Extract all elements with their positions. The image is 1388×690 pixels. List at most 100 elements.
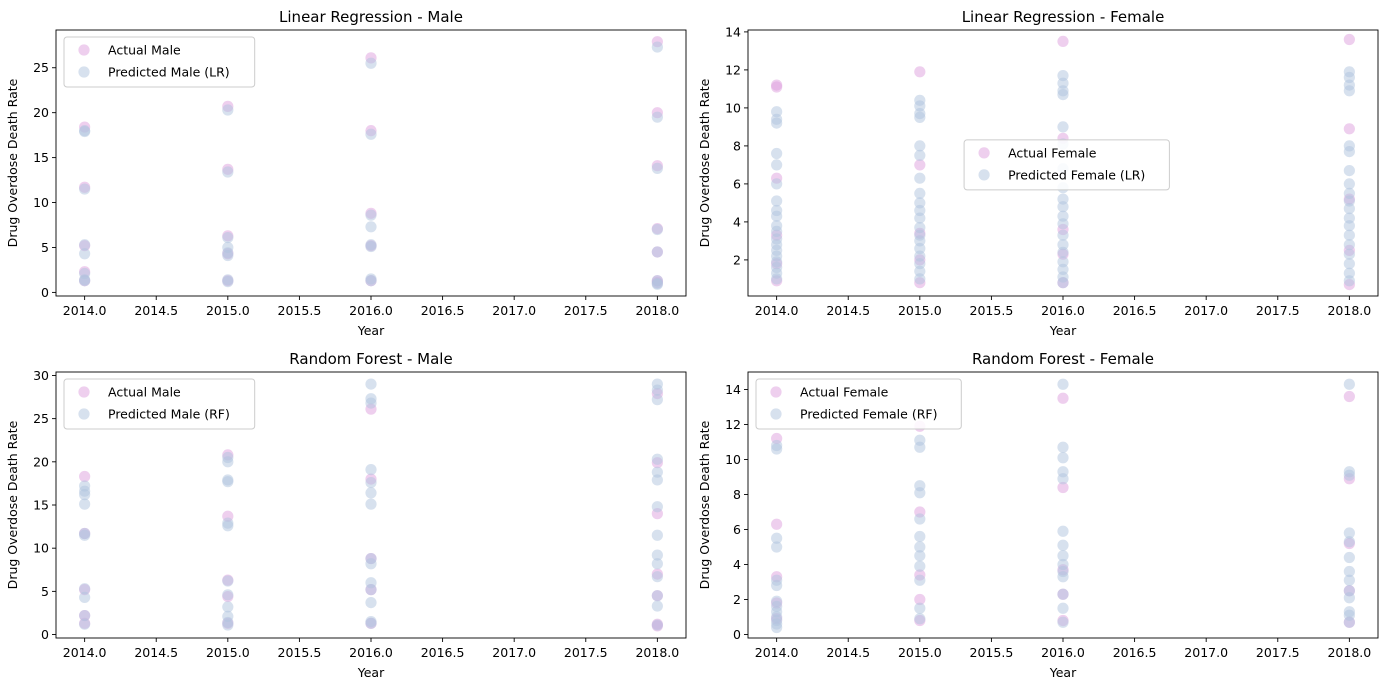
data-point bbox=[79, 275, 91, 287]
chart-title: Linear Regression - Female bbox=[962, 8, 1165, 26]
data-point bbox=[1343, 85, 1355, 97]
series-predicted bbox=[771, 66, 1355, 289]
data-point bbox=[1057, 229, 1069, 241]
data-point bbox=[914, 593, 926, 606]
legend-label: Actual Male bbox=[108, 43, 181, 58]
data-point bbox=[1343, 146, 1355, 158]
x-tick-label: 2018.0 bbox=[1327, 645, 1371, 660]
legend-label: Actual Male bbox=[108, 385, 181, 400]
data-point bbox=[651, 246, 663, 258]
legend-box bbox=[963, 139, 1170, 191]
legend-marker bbox=[770, 408, 782, 420]
data-point bbox=[1057, 602, 1069, 614]
legend-marker bbox=[78, 44, 90, 56]
y-axis-label: Drug Overdose Death Rate bbox=[697, 420, 712, 589]
legend-marker bbox=[78, 66, 90, 78]
data-point bbox=[79, 618, 91, 630]
y-axis-label: Drug Overdose Death Rate bbox=[5, 420, 20, 589]
x-tick-label: 2014.5 bbox=[134, 645, 178, 660]
data-point bbox=[914, 602, 926, 614]
data-point bbox=[914, 541, 926, 553]
data-point bbox=[771, 579, 783, 592]
data-point bbox=[651, 558, 663, 570]
data-point bbox=[651, 111, 663, 123]
x-tick-label: 2017.5 bbox=[564, 645, 608, 660]
data-point bbox=[1057, 201, 1069, 213]
data-point bbox=[1343, 527, 1355, 539]
data-point bbox=[771, 518, 783, 530]
data-point bbox=[79, 498, 91, 510]
data-point bbox=[365, 476, 377, 489]
data-point bbox=[365, 57, 377, 69]
x-tick-label: 2015.5 bbox=[970, 645, 1014, 660]
data-point bbox=[651, 474, 663, 486]
data-point bbox=[914, 550, 926, 562]
data-point bbox=[651, 466, 663, 478]
data-point bbox=[79, 609, 91, 622]
data-point bbox=[771, 81, 783, 93]
legend: Actual Female Predicted Female (RF) bbox=[755, 378, 962, 430]
subplot-rf-male: Random Forest - Male 2014.0 2014.5 2015.0 20… bbox=[5, 350, 687, 680]
data-point bbox=[79, 239, 91, 251]
legend-label: Predicted Male (RF) bbox=[108, 407, 230, 422]
data-point bbox=[365, 584, 377, 596]
data-point bbox=[771, 147, 783, 160]
y-tick-label: 6 bbox=[733, 522, 741, 537]
y-tick-label: 10 bbox=[725, 452, 741, 467]
legend-box bbox=[63, 36, 256, 88]
y-tick-label: 0 bbox=[41, 627, 49, 642]
legend-marker bbox=[78, 408, 90, 420]
data-point bbox=[771, 195, 783, 207]
y-tick-label: 2 bbox=[733, 252, 741, 267]
data-point bbox=[1057, 246, 1069, 258]
y-axis-label: Drug Overdose Death Rate bbox=[697, 78, 712, 247]
subplot-rf-female: Random Forest - Female 2014.0 2014.5 2015.0… bbox=[697, 350, 1379, 680]
data-point bbox=[1343, 469, 1355, 481]
data-point bbox=[771, 159, 783, 171]
x-tick-label: 2018.0 bbox=[1327, 303, 1371, 318]
data-point bbox=[1057, 452, 1069, 464]
y-tick-label: 0 bbox=[41, 285, 49, 300]
legend-marker bbox=[978, 169, 990, 181]
data-point bbox=[1343, 275, 1355, 287]
x-tick-label: 2015.0 bbox=[898, 645, 942, 660]
data-point bbox=[1057, 588, 1069, 600]
data-point bbox=[1343, 390, 1355, 403]
y-tick-label: 12 bbox=[725, 62, 741, 77]
data-point bbox=[771, 541, 783, 553]
x-tick-label: 2016.0 bbox=[1041, 303, 1085, 318]
legend-label: Predicted Male (LR) bbox=[108, 65, 230, 80]
y-tick-label: 0 bbox=[733, 627, 741, 642]
data-point bbox=[222, 276, 234, 288]
x-tick-label: 2017.5 bbox=[1256, 303, 1300, 318]
x-tick-label: 2015.0 bbox=[206, 645, 250, 660]
x-tick-label: 2015.0 bbox=[898, 303, 942, 318]
x-tick-label: 2016.5 bbox=[421, 645, 465, 660]
data-point bbox=[771, 443, 783, 455]
x-tick-label: 2017.0 bbox=[492, 303, 536, 318]
data-point bbox=[365, 463, 377, 476]
data-point bbox=[914, 212, 926, 224]
data-point bbox=[1057, 525, 1069, 537]
x-tick-label: 2014.0 bbox=[63, 303, 107, 318]
data-point bbox=[651, 529, 663, 541]
data-point bbox=[914, 487, 926, 499]
data-point bbox=[1057, 277, 1069, 289]
y-tick-label: 4 bbox=[733, 557, 741, 572]
data-point bbox=[1057, 473, 1069, 485]
data-point bbox=[79, 591, 91, 604]
y-tick-label: 15 bbox=[33, 498, 49, 513]
data-point bbox=[914, 159, 926, 171]
data-point bbox=[365, 498, 377, 510]
y-tick-label: 8 bbox=[733, 487, 741, 502]
data-point bbox=[1057, 571, 1069, 583]
data-point bbox=[1343, 229, 1355, 241]
data-point bbox=[651, 162, 663, 174]
x-axis-label: Year bbox=[1049, 665, 1077, 680]
x-tick-label: 2017.0 bbox=[1184, 303, 1228, 318]
data-point bbox=[79, 125, 91, 138]
y-tick-label: 8 bbox=[733, 138, 741, 153]
data-point bbox=[651, 619, 663, 631]
y-tick-label: 5 bbox=[41, 240, 49, 255]
